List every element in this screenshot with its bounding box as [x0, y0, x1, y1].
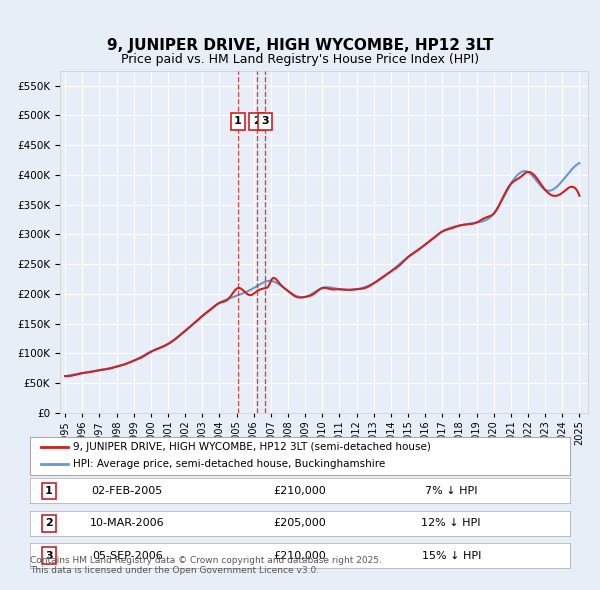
- Text: 2: 2: [253, 116, 260, 126]
- Text: 1: 1: [45, 486, 53, 496]
- Text: 15% ↓ HPI: 15% ↓ HPI: [422, 551, 481, 560]
- Text: 10-MAR-2006: 10-MAR-2006: [90, 519, 164, 528]
- Text: Price paid vs. HM Land Registry's House Price Index (HPI): Price paid vs. HM Land Registry's House …: [121, 53, 479, 66]
- Text: HPI: Average price, semi-detached house, Buckinghamshire: HPI: Average price, semi-detached house,…: [73, 459, 385, 469]
- Text: 05-SEP-2006: 05-SEP-2006: [92, 551, 163, 560]
- Text: 9, JUNIPER DRIVE, HIGH WYCOMBE, HP12 3LT (semi-detached house): 9, JUNIPER DRIVE, HIGH WYCOMBE, HP12 3LT…: [73, 442, 431, 453]
- Text: Contains HM Land Registry data © Crown copyright and database right 2025.
This d: Contains HM Land Registry data © Crown c…: [30, 556, 382, 575]
- Text: 9, JUNIPER DRIVE, HIGH WYCOMBE, HP12 3LT: 9, JUNIPER DRIVE, HIGH WYCOMBE, HP12 3LT: [107, 38, 493, 53]
- Text: 3: 3: [45, 551, 53, 560]
- Text: 7% ↓ HPI: 7% ↓ HPI: [425, 486, 478, 496]
- Text: £210,000: £210,000: [274, 486, 326, 496]
- Text: 3: 3: [262, 116, 269, 126]
- Text: 2: 2: [45, 519, 53, 528]
- Text: 02-FEB-2005: 02-FEB-2005: [92, 486, 163, 496]
- Text: 1: 1: [234, 116, 242, 126]
- Text: £210,000: £210,000: [274, 551, 326, 560]
- Text: 12% ↓ HPI: 12% ↓ HPI: [421, 519, 481, 528]
- Text: £205,000: £205,000: [274, 519, 326, 528]
